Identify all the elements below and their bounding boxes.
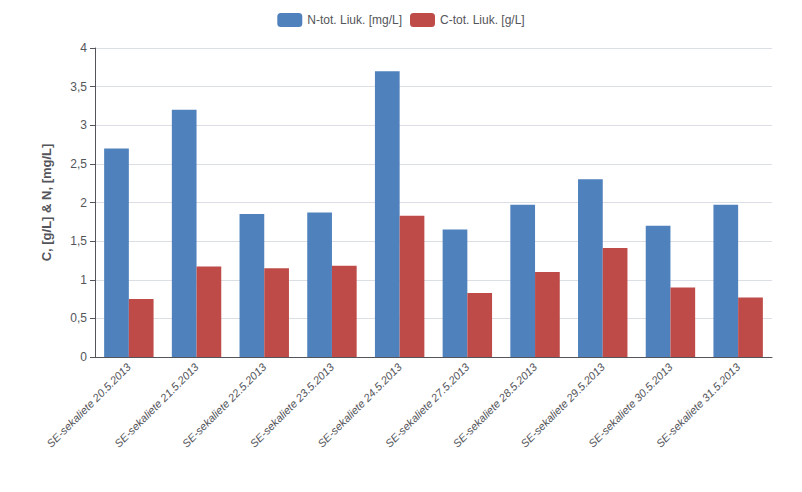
svg-text:4: 4 [80, 41, 87, 55]
svg-text:SE-sekaliete 20.5.2013: SE-sekaliete 20.5.2013 [44, 360, 134, 450]
svg-text:SE-sekaliete 24.5.2013: SE-sekaliete 24.5.2013 [315, 360, 404, 450]
svg-text:1,5: 1,5 [70, 234, 87, 248]
svg-text:1: 1 [80, 273, 87, 287]
svg-text:0: 0 [80, 350, 87, 364]
svg-text:SE-sekaliete 21.5.2013: SE-sekaliete 21.5.2013 [112, 360, 201, 450]
svg-text:SE-sekaliete 29.5.2013: SE-sekaliete 29.5.2013 [518, 360, 607, 450]
svg-text:SE-sekaliete 31.5.2013: SE-sekaliete 31.5.2013 [654, 360, 743, 449]
svg-text:2: 2 [80, 196, 87, 210]
svg-text:C-tot. Liuk. [g/L]: C-tot. Liuk. [g/L] [440, 13, 525, 27]
svg-text:0,5: 0,5 [70, 311, 87, 325]
svg-text:2,5: 2,5 [70, 157, 87, 171]
svg-text:SE-sekaliete 30.5.2013: SE-sekaliete 30.5.2013 [585, 360, 675, 450]
svg-text:3: 3 [80, 118, 87, 132]
svg-text:C, [g/L] & N, [mg/L]: C, [g/L] & N, [mg/L] [39, 144, 54, 262]
svg-text:SE-sekaliete 23.5.2013: SE-sekaliete 23.5.2013 [247, 360, 337, 450]
svg-text:3,5: 3,5 [70, 80, 87, 94]
svg-text:N-tot. Liuk. [mg/L]: N-tot. Liuk. [mg/L] [307, 13, 402, 27]
svg-text:SE-sekaliete 27.5.2013: SE-sekaliete 27.5.2013 [382, 360, 472, 450]
svg-text:SE-sekaliete 28.5.2013: SE-sekaliete 28.5.2013 [450, 360, 540, 450]
svg-text:SE-sekaliete 22.5.2013: SE-sekaliete 22.5.2013 [179, 360, 269, 450]
